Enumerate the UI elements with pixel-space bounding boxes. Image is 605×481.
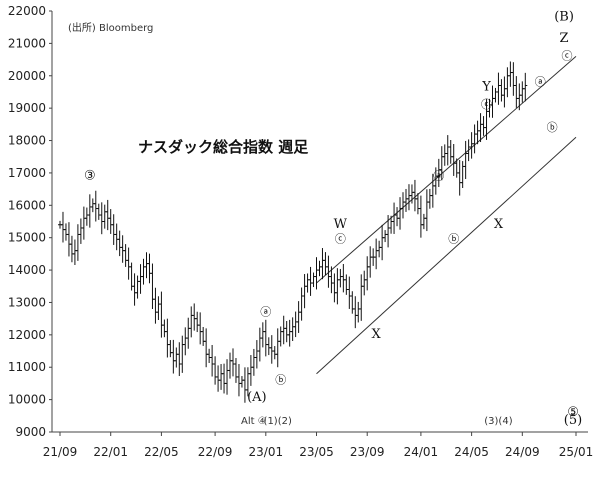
wave-label: Alt ④ [241, 416, 267, 427]
wave-label: ③ [84, 168, 96, 183]
y-tick-label: 21000 [8, 36, 46, 50]
price-bars [58, 61, 528, 403]
x-tick-label: 23/05 [299, 445, 334, 459]
x-tick-label: 22/05 [144, 445, 179, 459]
y-tick-label: 22000 [8, 4, 46, 18]
y-tick-label: 9000 [15, 425, 46, 439]
y-tick-label: 19000 [8, 101, 46, 115]
wave-label: ⓐ [260, 305, 271, 318]
wave-label: (5) [564, 413, 582, 428]
x-tick-label: 24/01 [404, 445, 439, 459]
y-tick-label: 17000 [8, 166, 46, 180]
wave-label: ⑤ [567, 405, 579, 420]
wave-label: Y [481, 79, 491, 94]
y-tick-label: 10000 [8, 393, 46, 407]
x-tick-label: 22/09 [198, 445, 233, 459]
x-tick-label: 24/09 [505, 445, 540, 459]
wave-label: ⓒ [481, 98, 492, 111]
wave-annotations: ③ ⓐ ⓑ (A) Wⓒ Xⓐ ⓑ Yⓒ Xⓐ ⓑ (B) Zⓒ ⑤ Alt ④(1)(2) (3)(4) (… [84, 10, 582, 428]
wave-label: X [494, 217, 504, 232]
y-tick-label: 20000 [8, 69, 46, 83]
wave-label: Z [560, 31, 569, 46]
x-tick-label: 22/01 [93, 445, 128, 459]
chart-title: ナスダック総合指数 週足 [138, 138, 309, 156]
x-tick-label: 25/01 [559, 445, 594, 459]
x-tick-label: 24/05 [454, 445, 489, 459]
wave-label: ⓒ [335, 233, 346, 246]
y-tick-label: 11000 [8, 360, 46, 374]
wave-label: W [334, 217, 348, 232]
y-tick-label: 12000 [8, 328, 46, 342]
x-tick-label: 21/09 [43, 445, 78, 459]
x-tick-label: 23/01 [249, 445, 284, 459]
x-tick-labels: 21/09 22/01 22/05 22/09 23/01 23/05 23/09 24/01… [43, 432, 594, 459]
axes [51, 11, 588, 433]
y-tick-label: 18000 [8, 134, 46, 148]
y-tick-label: 13000 [8, 295, 46, 309]
y-tick-label: 15000 [8, 231, 46, 245]
y-tick-label: 16000 [8, 198, 46, 212]
wave-label: ⓒ [562, 50, 573, 63]
wave-label: ⓑ [547, 121, 558, 134]
channel-line [316, 55, 577, 284]
wave-label: X [372, 327, 382, 342]
x-tick-label: 23/09 [350, 445, 385, 459]
wave-label: ⓑ [448, 233, 459, 246]
wave-label: ⓑ [275, 373, 286, 386]
source-label: (出所) Bloomberg [68, 21, 153, 34]
wave-label: (B) [554, 10, 574, 25]
wave-label: (1)(2) [264, 416, 292, 427]
wave-label: (3)(4) [484, 416, 512, 427]
wave-label: ⓐ [535, 75, 546, 88]
wave-label: ⓐ [433, 169, 444, 182]
wave-label: (A) [247, 390, 267, 405]
y-tick-label: 14000 [8, 263, 46, 277]
y-tick-labels: 9000 10000 11000 12000 13000 14000 15000 16000 1… [8, 4, 52, 439]
channel-lines [316, 55, 577, 375]
channel-line [316, 136, 577, 375]
